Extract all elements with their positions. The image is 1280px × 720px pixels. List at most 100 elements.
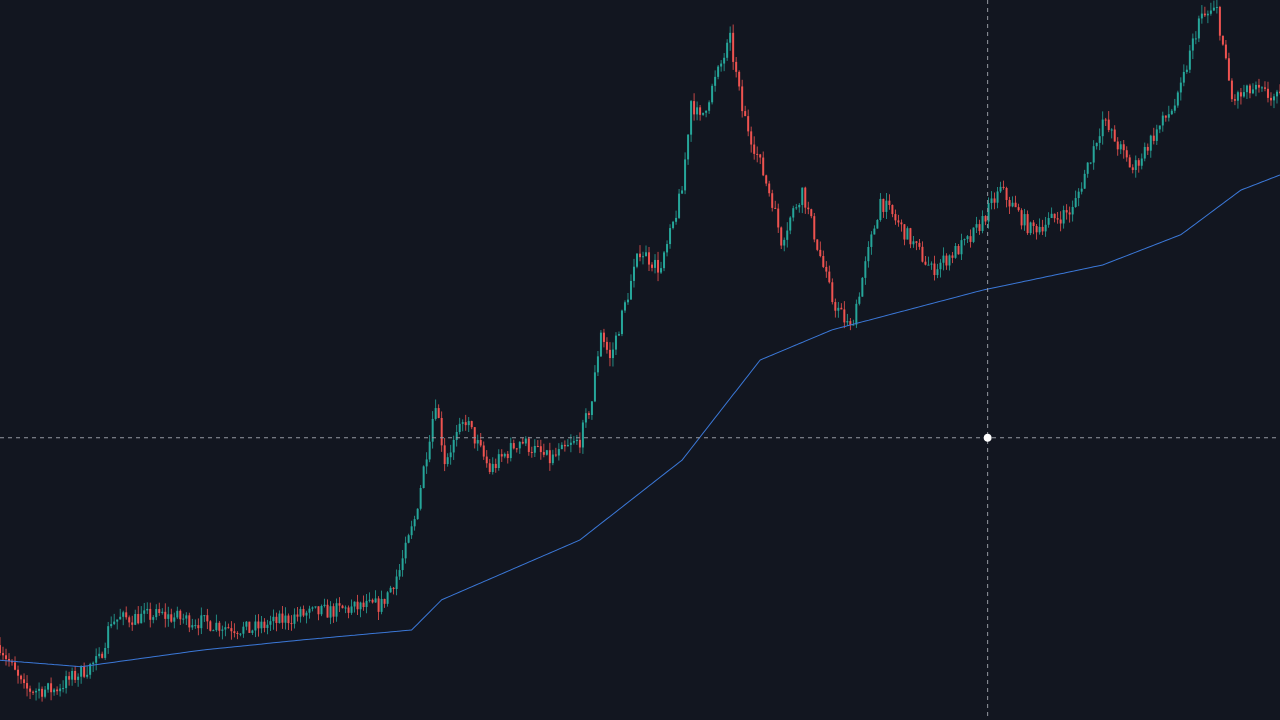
candle-body	[521, 441, 524, 444]
candle-body	[251, 630, 254, 633]
candle-body	[44, 689, 47, 697]
candle-body	[8, 658, 11, 662]
candle-body	[726, 42, 729, 58]
candle-body	[362, 602, 365, 608]
candle-body	[473, 427, 476, 444]
candle-body	[1161, 115, 1164, 126]
candle-body	[221, 629, 224, 631]
candle-body	[855, 303, 858, 325]
candle-body	[152, 617, 155, 620]
candle-body	[687, 134, 690, 160]
candle-body	[248, 621, 251, 633]
candle-body	[626, 299, 629, 303]
candle-body	[1191, 38, 1194, 51]
candle-body	[1251, 89, 1254, 94]
candle-body	[1107, 119, 1110, 130]
candle-body	[134, 614, 137, 625]
candle-body	[837, 307, 840, 311]
candle-body	[708, 102, 711, 111]
candle-body	[693, 101, 696, 115]
candle-body	[774, 207, 777, 209]
candle-body	[476, 440, 479, 444]
candle-body	[690, 101, 693, 135]
candle-body	[1122, 144, 1125, 151]
candle-body	[924, 261, 927, 265]
candle-body	[191, 625, 194, 628]
candle-body	[1185, 69, 1188, 72]
candle-body	[104, 647, 107, 658]
candle-body	[179, 610, 182, 620]
candle-body	[1170, 110, 1173, 115]
candle-body	[92, 662, 95, 665]
candle-body	[422, 466, 425, 489]
candle-body	[557, 449, 560, 456]
candle-body	[732, 32, 735, 62]
candle-body	[1020, 210, 1023, 226]
candle-body	[750, 131, 753, 145]
candle-body	[1047, 218, 1050, 225]
candle-body	[648, 252, 651, 265]
candle-body	[873, 228, 876, 235]
candle-body	[464, 422, 467, 426]
candle-body	[1038, 226, 1041, 233]
candle-body	[317, 606, 320, 615]
candle-body	[572, 441, 575, 443]
candle-body	[909, 228, 912, 245]
candle-body	[569, 442, 572, 445]
candle-body	[1101, 119, 1104, 137]
candle-body	[500, 454, 503, 457]
candle-body	[972, 227, 975, 242]
candle-body	[789, 217, 792, 231]
candle-body	[1095, 142, 1098, 147]
candle-body	[275, 616, 278, 623]
candle-body	[428, 441, 431, 460]
candle-body	[1116, 141, 1119, 150]
candle-body	[149, 608, 152, 620]
candle-body	[596, 356, 599, 373]
candle-body	[984, 216, 987, 222]
candle-body	[161, 611, 164, 613]
candle-body	[203, 615, 206, 617]
candle-body	[341, 605, 344, 609]
candle-body	[581, 422, 584, 448]
candle-body	[861, 277, 864, 297]
candle-body	[575, 439, 578, 442]
candle-body	[437, 408, 440, 418]
candle-body	[813, 216, 816, 240]
candle-body	[347, 607, 350, 613]
candle-body	[545, 450, 548, 455]
candle-body	[320, 605, 323, 615]
candle-body	[527, 438, 530, 452]
candle-body	[1197, 18, 1200, 39]
candle-body	[879, 198, 882, 220]
candle-body	[897, 220, 900, 223]
candle-body	[822, 256, 825, 267]
candle-body	[1080, 188, 1083, 192]
candle-body	[230, 628, 233, 632]
candle-body	[395, 576, 398, 589]
candle-body	[669, 228, 672, 245]
candle-body	[374, 598, 377, 603]
candle-body	[440, 417, 443, 446]
candle-body	[1074, 198, 1077, 207]
candle-body	[765, 175, 768, 184]
candle-body	[293, 614, 296, 624]
candle-body	[1146, 146, 1149, 151]
candle-body	[1269, 97, 1272, 101]
candle-body	[416, 508, 419, 520]
candle-body	[1137, 160, 1140, 166]
candle-body	[65, 676, 68, 689]
candle-body	[53, 689, 56, 693]
candle-body	[1041, 226, 1044, 232]
candle-body	[323, 604, 326, 606]
candle-body	[269, 621, 272, 625]
candle-body	[768, 183, 771, 194]
candle-body	[158, 609, 161, 613]
candle-body	[906, 228, 909, 240]
candle-body	[993, 198, 996, 203]
candle-body	[515, 448, 518, 450]
candle-body	[266, 624, 269, 628]
candle-body	[290, 623, 293, 625]
candle-body	[461, 422, 464, 424]
